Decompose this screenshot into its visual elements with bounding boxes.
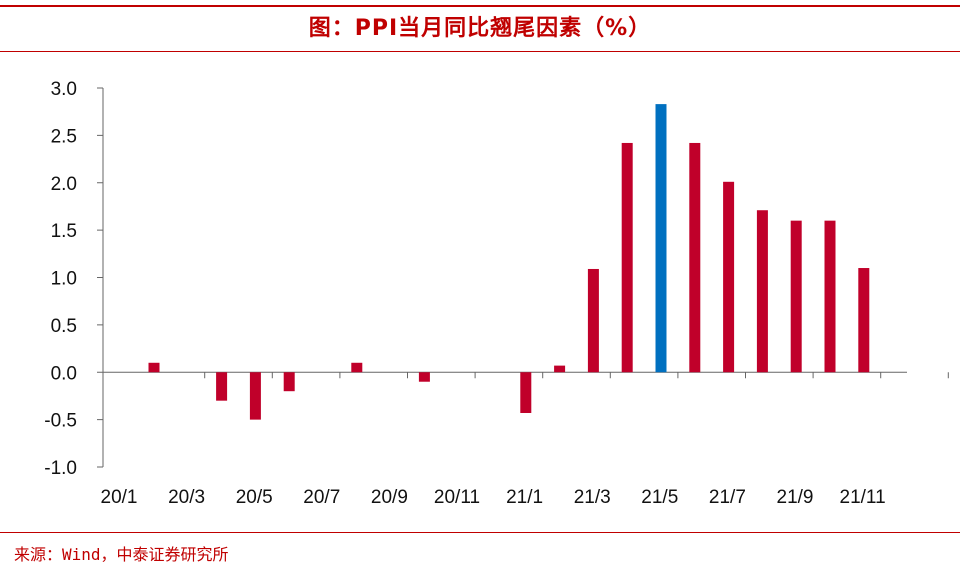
x-tick-label: 20/5 bbox=[236, 487, 273, 508]
y-tick-label: 2.5 bbox=[51, 126, 77, 147]
y-tick-label: 3.0 bbox=[51, 79, 77, 100]
x-tick-label: 20/11 bbox=[434, 487, 480, 508]
bar-20-12 bbox=[520, 372, 532, 413]
y-tick-label: 0.0 bbox=[51, 363, 77, 384]
bottom-rule bbox=[0, 532, 960, 533]
y-tick-label: -0.5 bbox=[44, 411, 77, 432]
bar-21-2 bbox=[587, 268, 599, 373]
title-rule bbox=[0, 51, 960, 52]
bar-21-3 bbox=[621, 142, 633, 373]
y-tick-label: 1.5 bbox=[51, 221, 77, 242]
bar-21-8 bbox=[790, 220, 802, 373]
bar-21-7 bbox=[756, 210, 768, 373]
bar-20-4 bbox=[249, 372, 261, 420]
y-tick-label: -1.0 bbox=[44, 458, 77, 479]
bar-21-6 bbox=[723, 181, 735, 373]
bar-21-5 bbox=[689, 142, 701, 373]
x-tick-label: 21/5 bbox=[641, 487, 678, 508]
bar-20-5 bbox=[283, 372, 295, 392]
bar-21-9 bbox=[824, 220, 836, 373]
x-tick-label: 21/9 bbox=[777, 487, 814, 508]
x-tick-label: 21/11 bbox=[840, 487, 886, 508]
bar-20-9 bbox=[418, 372, 430, 382]
x-tick-label: 20/7 bbox=[303, 487, 340, 508]
source-note: 来源：Wind，中泰证券研究所 bbox=[14, 545, 229, 564]
x-tick-label: 20/1 bbox=[101, 487, 138, 508]
bar-20-1 bbox=[148, 362, 160, 373]
bar-21-1 bbox=[554, 365, 566, 373]
x-tick-label: 21/1 bbox=[506, 487, 543, 508]
bar-chart: 3.0 2.5 2.0 1.5 1.0 0.5 0.0 -0.5 -1.0 20/1 20/3 20/… bbox=[44, 79, 949, 508]
x-tick-label: 20/9 bbox=[371, 487, 408, 508]
bar-20-3 bbox=[216, 372, 228, 401]
y-tick-label: 1.0 bbox=[51, 269, 77, 290]
chart-title: 图：PPI当月同比翘尾因素（%） bbox=[308, 16, 652, 41]
bar-21-10 bbox=[858, 268, 870, 373]
bar-20-7 bbox=[351, 362, 363, 373]
y-tick-label: 2.0 bbox=[51, 174, 77, 195]
x-tick-label: 21/7 bbox=[709, 487, 746, 508]
y-tick-label: 0.5 bbox=[51, 316, 77, 337]
top-rule bbox=[0, 5, 960, 7]
x-tick-label: 20/3 bbox=[168, 487, 205, 508]
bar-21-4 bbox=[655, 104, 667, 373]
x-tick-label: 21/3 bbox=[574, 487, 611, 508]
